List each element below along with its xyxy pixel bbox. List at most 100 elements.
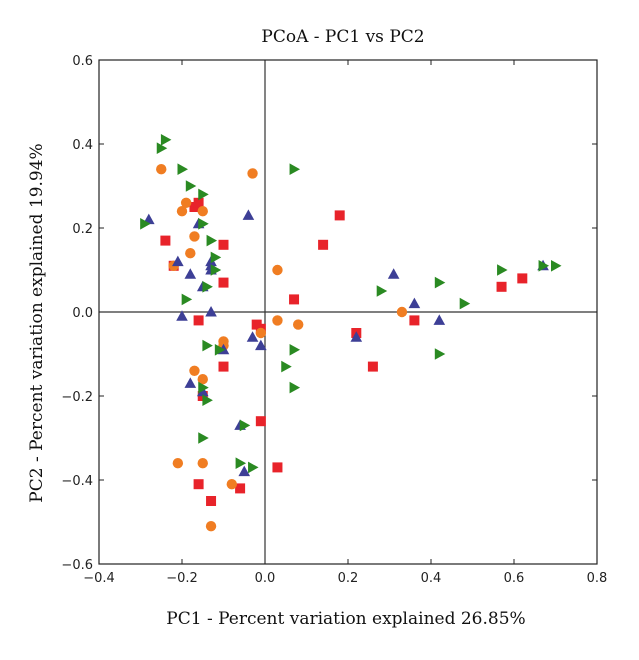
scatter-point-triangle-right: [239, 419, 251, 432]
scatter-point-circle: [205, 521, 217, 532]
scatter-point-circle: [180, 197, 192, 208]
y-tick-label: 0.2: [72, 222, 93, 237]
scatter-point-triangle-up: [172, 255, 184, 267]
scatter-point-circle: [197, 374, 208, 385]
scatter-point-triangle-right: [235, 457, 247, 469]
y-tick-label: −0.6: [61, 558, 93, 573]
x-tick-label: 0.4: [421, 571, 442, 586]
scatter-point-triangle-right: [210, 264, 222, 276]
x-axis-label: PC1 - Percent variation explained 26.85%: [166, 609, 525, 629]
scatter-point-square: [318, 239, 329, 250]
scatter-point-square: [206, 496, 217, 506]
x-tick-label: −0.2: [166, 571, 198, 586]
x-tick-label: 0.6: [504, 571, 525, 586]
scatter-point-circle: [272, 264, 283, 276]
scatter-point-square: [496, 281, 507, 292]
scatter-point-circle: [396, 306, 408, 318]
y-tick-label: −0.4: [61, 474, 93, 489]
scatter-point-triangle-right: [160, 134, 172, 146]
plot-frame: [98, 59, 598, 565]
scatter-point-triangle-right: [289, 344, 301, 356]
scatter-point-triangle-right: [198, 218, 209, 230]
x-tick-label: 0.8: [587, 571, 608, 586]
scatter-point-circle: [197, 206, 208, 217]
scatter-point-triangle-up: [205, 306, 217, 317]
scatter-point-square: [517, 273, 528, 284]
scatter-point-triangle-up: [350, 331, 363, 342]
scatter-point-square: [289, 294, 300, 305]
scatter-point-circle: [156, 164, 167, 175]
scatter-point-triangle-up: [242, 209, 255, 220]
scatter-point-triangle-up: [196, 385, 209, 397]
scatter-point-circle: [197, 458, 208, 469]
scatter-point-triangle-up: [238, 465, 251, 477]
scatter-point-square: [235, 483, 246, 494]
scatter-point-triangle-right: [198, 432, 209, 444]
scatter-point-square: [193, 315, 204, 326]
scatter-point-triangle-right: [177, 163, 188, 175]
scatter-point-square: [193, 197, 204, 208]
scatter-point-triangle-up: [255, 339, 267, 351]
x-tick-label: 0.2: [338, 571, 359, 586]
scatter-point-triangle-right: [198, 381, 209, 394]
scatter-point-circle: [189, 231, 200, 242]
scatter-point-triangle-right: [434, 276, 446, 289]
scatter-point-circle: [247, 168, 258, 179]
scatter-point-circle: [226, 479, 237, 490]
scatter-point-triangle-right: [181, 293, 193, 306]
scatter-point-triangle-up: [433, 314, 446, 325]
scatter-point-square: [160, 235, 171, 246]
scatter-point-triangle-up: [387, 268, 400, 279]
scatter-point-square: [193, 479, 204, 490]
scatter-point-circle: [176, 206, 188, 217]
scatter-point-square: [218, 361, 229, 372]
scatter-point-circle: [189, 365, 200, 376]
points-layer: [140, 134, 562, 532]
scatter-point-circle: [272, 315, 283, 326]
scatter-point-triangle-right: [434, 348, 446, 360]
scatter-point-triangle-right: [156, 142, 168, 154]
scatter-point-triangle-right: [202, 281, 213, 293]
scatter-point-triangle-right: [185, 180, 197, 192]
scatter-point-triangle-right: [281, 360, 292, 373]
scatter-point-square: [334, 210, 345, 221]
scatter-point-triangle-right: [289, 381, 301, 394]
y-axis-label: PC2 - Percent variation explained 19.94%: [27, 143, 47, 502]
scatter-point-square: [218, 239, 229, 250]
scatter-point-square: [272, 462, 283, 473]
y-tick-label: 0.0: [72, 306, 93, 321]
scatter-point-square: [255, 416, 266, 427]
scatter-point-circle: [255, 327, 267, 339]
scatter-point-circle: [172, 458, 184, 469]
x-tick-label: 0.0: [255, 571, 276, 586]
scatter-point-triangle-right: [198, 188, 209, 201]
scatter-point-triangle-up: [184, 268, 197, 279]
scatter-point-triangle-right: [376, 285, 388, 297]
scatter-point-triangle-right: [214, 344, 226, 356]
scatter-point-triangle-right: [210, 251, 222, 264]
scatter-point-triangle-right: [202, 394, 213, 406]
scatter-point-triangle-up: [184, 377, 197, 388]
scatter-point-triangle-right: [538, 260, 550, 272]
scatter-point-triangle-right: [248, 461, 259, 474]
scatter-point-triangle-right: [497, 264, 508, 276]
scatter-point-triangle-up: [408, 297, 421, 309]
scatter-point-square: [218, 277, 229, 288]
scatter-point-square: [367, 361, 378, 372]
y-tick-label: −0.2: [61, 390, 93, 405]
scatter-point-triangle-up: [176, 310, 188, 321]
scatter-point-circle: [293, 319, 304, 330]
scatter-point-triangle-right: [551, 260, 562, 272]
scatter-point-triangle-up: [246, 331, 259, 342]
y-tick-label: 0.6: [72, 54, 93, 69]
chart-title: PCoA - PC1 vs PC2: [261, 27, 424, 47]
scatter-point-circle: [185, 248, 196, 259]
y-tick-label: 0.4: [72, 138, 93, 153]
tick-layer: −0.4 −0.2 0.0 0.2 0.4 0.6 0.8−0.6−0.4−0.20.00.…: [61, 54, 607, 586]
scatter-point-triangle-right: [140, 218, 151, 230]
x-tick-label: −0.4: [83, 571, 115, 586]
scatter-point-triangle-right: [202, 339, 213, 352]
scatter-point-square: [409, 315, 420, 326]
scatter-point-triangle-right: [206, 234, 218, 247]
